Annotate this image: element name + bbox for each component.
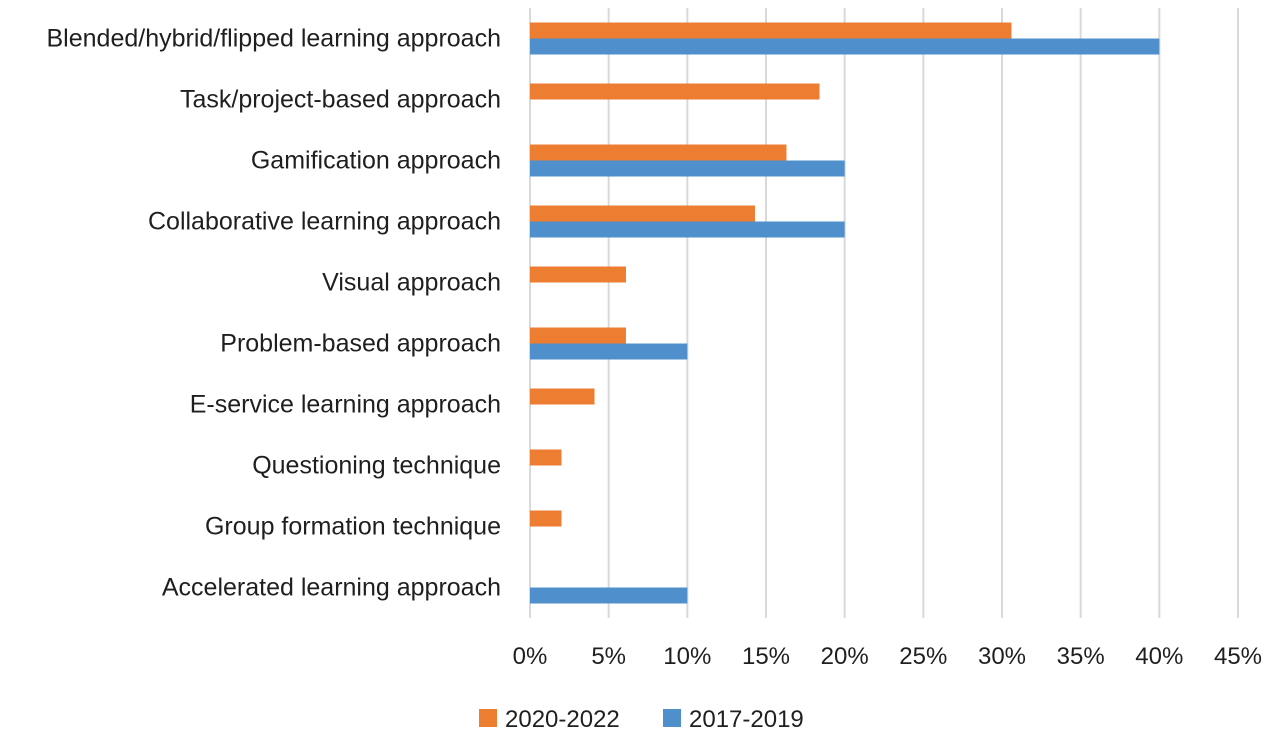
category-label: E-service learning approach — [190, 391, 501, 419]
bar-2020-2022-1 — [530, 22, 1012, 39]
bar-2017-2019-1 — [530, 38, 1160, 55]
bars — [530, 22, 1160, 604]
x-tick-label: 45% — [1214, 643, 1262, 670]
x-tick-label: 35% — [1057, 643, 1105, 670]
legend-label-2020-2022: 2020-2022 — [505, 706, 620, 733]
bar-2020-2022-9 — [530, 510, 562, 527]
bar-2017-2019-10 — [530, 587, 688, 604]
bar-2020-2022-2 — [530, 83, 820, 100]
category-label: Problem-based approach — [220, 330, 501, 358]
gridlines — [529, 8, 1239, 618]
category-label: Visual approach — [322, 269, 501, 297]
bar-2020-2022-8 — [530, 449, 562, 466]
x-tick-label: 30% — [978, 643, 1026, 670]
x-tick-label: 5% — [591, 643, 626, 670]
category-label: Collaborative learning approach — [148, 208, 501, 236]
bar-2017-2019-4 — [530, 221, 845, 238]
x-tick-label: 40% — [1135, 643, 1183, 670]
bar-2017-2019-3 — [530, 160, 845, 177]
category-label: Questioning technique — [252, 452, 501, 480]
category-label: Blended/hybrid/flipped learning approach — [47, 25, 502, 53]
bar-2020-2022-6 — [530, 327, 626, 344]
bar-2020-2022-4 — [530, 205, 755, 222]
category-label: Task/project-based approach — [180, 86, 501, 114]
x-axis-tick-labels: 0% 5% 10% 15% 20% 25% 30% 35% 40% 45% — [513, 643, 1262, 670]
legend-swatch-2017-2019 — [663, 709, 681, 727]
category-label: Accelerated learning approach — [162, 574, 501, 602]
x-tick-label: 15% — [742, 643, 790, 670]
category-label: Gamification approach — [251, 147, 501, 175]
bar-2020-2022-3 — [530, 144, 787, 161]
category-label: Group formation technique — [205, 513, 501, 541]
legend-item-2017-2019: 2017-2019 — [663, 706, 804, 733]
legend-label-2017-2019: 2017-2019 — [689, 706, 804, 733]
legend: 2020-2022 2017-2019 — [479, 706, 804, 733]
legend-item-2020-2022: 2020-2022 — [479, 706, 620, 733]
x-tick-label: 0% — [513, 643, 548, 670]
bar-2020-2022-7 — [530, 388, 595, 405]
category-labels: Blended/hybrid/flipped learning approach… — [47, 25, 502, 602]
x-tick-label: 25% — [899, 643, 947, 670]
bar-2020-2022-5 — [530, 266, 626, 283]
legend-swatch-2020-2022 — [479, 709, 497, 727]
x-tick-label: 20% — [821, 643, 869, 670]
x-tick-label: 10% — [663, 643, 711, 670]
bar-2017-2019-6 — [530, 343, 688, 360]
